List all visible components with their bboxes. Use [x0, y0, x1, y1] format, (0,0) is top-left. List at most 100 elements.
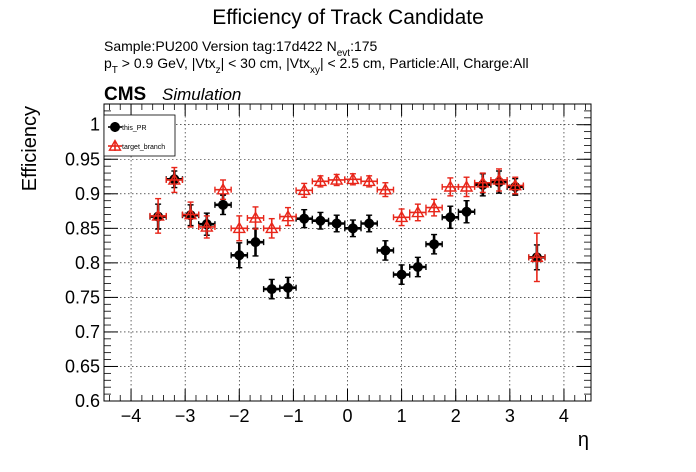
- data-marker: [476, 175, 490, 188]
- data-marker: [216, 182, 230, 195]
- data-marker: [250, 237, 261, 248]
- data-marker: [429, 239, 440, 250]
- data-layer: [149, 166, 546, 300]
- x-tick-label: 2: [451, 406, 461, 426]
- legend-entry-this_PR: this_PR: [108, 122, 147, 132]
- data-marker: [329, 173, 344, 185]
- data-marker: [167, 173, 182, 185]
- sample-info: Sample:PU200 Version tag:17d422 Nevt:175: [104, 38, 378, 59]
- data-point-target_branch: [230, 215, 249, 242]
- data-point-target_branch: [295, 182, 314, 198]
- cuts-mid2: | < 30 cm, |Vtx: [221, 55, 310, 71]
- cuts-z-sub: z: [216, 65, 221, 76]
- data-marker: [315, 215, 326, 226]
- x-tick-label: 3: [505, 406, 515, 426]
- x-tick-label: 0: [342, 406, 352, 426]
- data-marker: [461, 206, 472, 217]
- data-point-target_branch: [344, 172, 362, 186]
- data-point-target_branch: [197, 215, 216, 239]
- x-axis-label: η: [578, 429, 589, 451]
- data-marker: [396, 269, 407, 280]
- legend: this_PR target_branch: [103, 114, 176, 157]
- data-marker: [364, 218, 375, 229]
- y-tick-label: 0.85: [65, 218, 100, 238]
- y-tick-label: 0.8: [75, 253, 100, 273]
- data-point-target_branch: [311, 174, 330, 188]
- data-marker: [266, 284, 277, 295]
- data-marker: [380, 245, 391, 256]
- legend-marker: [110, 122, 120, 132]
- series-this_PR: [149, 170, 546, 300]
- cuts-pt: p: [104, 55, 112, 71]
- data-marker: [362, 174, 376, 187]
- data-marker: [411, 205, 425, 218]
- legend-entry-target_branch: target_branch: [108, 139, 165, 151]
- x-tick-label: −3: [175, 406, 196, 426]
- data-point-this_PR: [344, 219, 362, 238]
- data-point-this_PR: [392, 264, 411, 285]
- data-point-target_branch: [149, 197, 167, 234]
- data-marker: [346, 172, 360, 185]
- data-marker: [281, 209, 295, 222]
- data-marker: [427, 200, 441, 213]
- data-marker: [151, 208, 165, 221]
- data-point-target_branch: [506, 176, 525, 195]
- x-tick-label: −1: [283, 406, 304, 426]
- data-point-this_PR: [425, 233, 443, 255]
- data-marker: [313, 174, 328, 187]
- cuts-info: pT > 0.9 GeV, |Vtxz| < 30 cm, |Vtxxy| < …: [104, 55, 529, 76]
- data-point-this_PR: [360, 214, 378, 233]
- data-point-target_branch: [181, 201, 200, 228]
- data-marker: [234, 250, 245, 261]
- data-point-this_PR: [441, 205, 460, 230]
- data-marker: [265, 221, 279, 234]
- data-marker: [331, 218, 342, 229]
- legend-box: [103, 114, 176, 157]
- y-tick-label: 0.65: [65, 356, 100, 376]
- data-point-target_branch: [327, 173, 346, 187]
- data-marker: [183, 207, 198, 220]
- data-point-target_branch: [528, 232, 546, 283]
- cuts-xy-sub: xy: [310, 65, 320, 76]
- data-point-target_branch: [392, 208, 411, 227]
- x-tick-label: −2: [229, 406, 250, 426]
- x-tick-label: 4: [559, 406, 569, 426]
- data-point-this_PR: [295, 208, 314, 229]
- y-tick-label: 0.6: [75, 391, 100, 411]
- data-point-this_PR: [279, 276, 297, 299]
- grid-layer: [104, 104, 591, 402]
- tick-layer: −4 −3 −2 −1 0 1 2 3 4 0.6 0.65 0.7 0.75 0.8 0.85 0.9 0.9…: [65, 104, 591, 426]
- sample-info-tail: :175: [350, 38, 377, 54]
- chart-title: Efficiency of Track Candidate: [212, 6, 484, 29]
- data-marker: [530, 250, 544, 263]
- data-marker: [248, 211, 263, 223]
- data-marker: [459, 179, 474, 192]
- cuts-mid1: > 0.9 GeV, |Vtx: [118, 55, 216, 71]
- sample-info-text: Sample:PU200 Version tag:17d422 N: [104, 38, 337, 54]
- y-tick-label: 0.95: [65, 149, 100, 169]
- data-point-target_branch: [262, 217, 281, 239]
- data-marker: [347, 223, 358, 234]
- data-point-this_PR: [376, 240, 395, 261]
- y-tick-label: 0.7: [75, 322, 100, 342]
- data-point-this_PR: [409, 256, 427, 278]
- data-marker: [297, 183, 311, 196]
- data-marker: [445, 212, 456, 223]
- data-point-target_branch: [376, 182, 395, 198]
- legend-label: this_PR: [122, 125, 147, 132]
- data-point-this_PR: [246, 227, 265, 257]
- series-target_branch: [149, 166, 546, 283]
- data-marker: [443, 179, 458, 192]
- data-point-this_PR: [457, 199, 476, 224]
- data-marker: [508, 178, 522, 191]
- data-point-target_branch: [490, 168, 508, 192]
- cuts-tail: | < 2.5 cm, Particle:All, Charge:All: [320, 55, 529, 71]
- sample-info-sub: evt: [337, 48, 351, 59]
- data-marker: [282, 282, 293, 293]
- data-marker: [378, 182, 393, 195]
- data-marker: [232, 221, 246, 234]
- data-marker: [492, 173, 506, 185]
- data-marker: [412, 262, 423, 273]
- data-point-this_PR: [311, 211, 330, 230]
